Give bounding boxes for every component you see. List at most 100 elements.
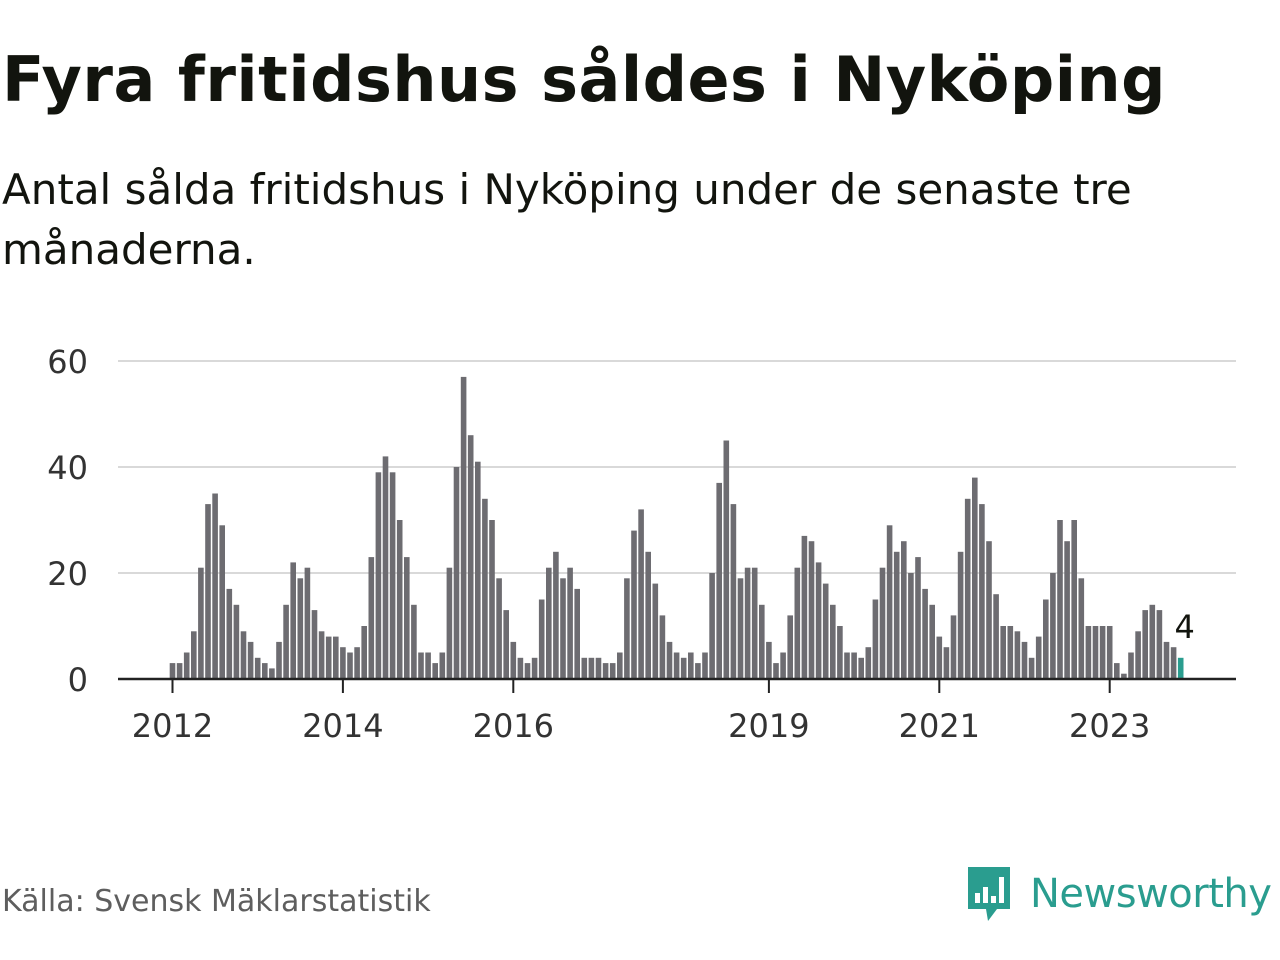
bar [659, 615, 666, 679]
bar [567, 567, 573, 679]
bar [311, 610, 318, 679]
bar [531, 657, 538, 679]
bar [830, 604, 836, 679]
bar [1099, 626, 1106, 679]
bar [198, 567, 204, 679]
bar [702, 652, 708, 679]
bar [524, 663, 531, 679]
bar-highlight [1177, 657, 1184, 679]
y-tick-label: 20 [47, 555, 88, 593]
bar [602, 663, 609, 679]
bar [517, 657, 524, 679]
bar [737, 578, 744, 679]
bar [453, 467, 460, 679]
bar [716, 482, 722, 679]
bar [233, 604, 240, 679]
x-tick-label: 2012 [132, 707, 213, 745]
bar [1050, 573, 1056, 679]
bar [943, 647, 950, 679]
bar [666, 641, 673, 679]
bar [624, 578, 630, 679]
bar [361, 626, 367, 679]
bar [1085, 626, 1092, 679]
bar [801, 535, 808, 679]
bar [844, 652, 850, 679]
bar [389, 472, 396, 679]
bar [851, 652, 857, 679]
bar [595, 657, 602, 679]
bar [837, 626, 843, 679]
bar [709, 573, 715, 679]
x-tick-label: 2016 [473, 707, 554, 745]
bar [617, 652, 623, 679]
bar [588, 657, 595, 679]
bar [645, 551, 651, 679]
bar [219, 525, 225, 679]
bar [1156, 610, 1163, 679]
y-axis-ticks: 0 20 40 60 [47, 343, 88, 699]
bar [304, 567, 311, 679]
y-tick-label: 0 [68, 661, 88, 699]
bar [609, 663, 616, 679]
bar [964, 498, 971, 679]
bar [1071, 520, 1077, 679]
bar [759, 604, 765, 679]
bar [886, 525, 893, 679]
bar [325, 636, 332, 679]
bar [893, 551, 900, 679]
bar [815, 562, 822, 679]
bar [411, 604, 417, 679]
bar [1007, 626, 1014, 679]
bar [1000, 626, 1006, 679]
bar [574, 588, 580, 679]
x-axis-ticks: 2012 2014 2016 2019 2021 2023 [132, 679, 1150, 745]
bar [212, 493, 218, 679]
bar [1142, 610, 1148, 679]
bar [688, 652, 694, 679]
bar [979, 504, 985, 679]
bar [1035, 636, 1042, 679]
chart-title: Fyra fritidshus såldes i Nyköping [2, 43, 1166, 116]
bar [489, 520, 495, 679]
bar [723, 440, 730, 679]
bar [510, 641, 517, 679]
bar [205, 504, 211, 679]
bar [382, 456, 389, 679]
chart-subtitle: Antal sålda fritidshus i Nyköping under … [2, 165, 1132, 274]
bar [368, 557, 375, 679]
bar [1078, 578, 1085, 679]
bar [340, 647, 346, 679]
bar [822, 583, 829, 679]
bar [744, 567, 751, 679]
x-tick-label: 2023 [1069, 707, 1150, 745]
bar [1149, 604, 1156, 679]
bar [865, 647, 872, 679]
bar [901, 541, 907, 679]
data-labels: 4 [1175, 608, 1195, 646]
bar [254, 657, 261, 679]
bar [262, 663, 268, 679]
gridlines [118, 360, 1236, 574]
bar [183, 652, 190, 679]
bar [950, 615, 957, 679]
bar [631, 530, 637, 679]
bar [354, 647, 360, 679]
bar [446, 567, 453, 679]
bar [1057, 520, 1063, 679]
x-tick-label: 2019 [728, 707, 809, 745]
bar [297, 578, 304, 679]
bar [191, 631, 197, 679]
bar [538, 599, 545, 679]
bar [176, 663, 183, 679]
last-value-label: 4 [1175, 608, 1195, 646]
bar-chart: 0 20 40 60 2012 2014 2016 2019 2021 2023 4 [47, 343, 1236, 745]
bar [475, 461, 481, 679]
bar [503, 610, 509, 679]
bar [418, 652, 424, 679]
bar [1163, 641, 1170, 679]
bar [439, 652, 446, 679]
bar [1092, 626, 1099, 679]
x-tick-label: 2014 [302, 707, 383, 745]
bar [794, 567, 801, 679]
bar [269, 668, 275, 679]
